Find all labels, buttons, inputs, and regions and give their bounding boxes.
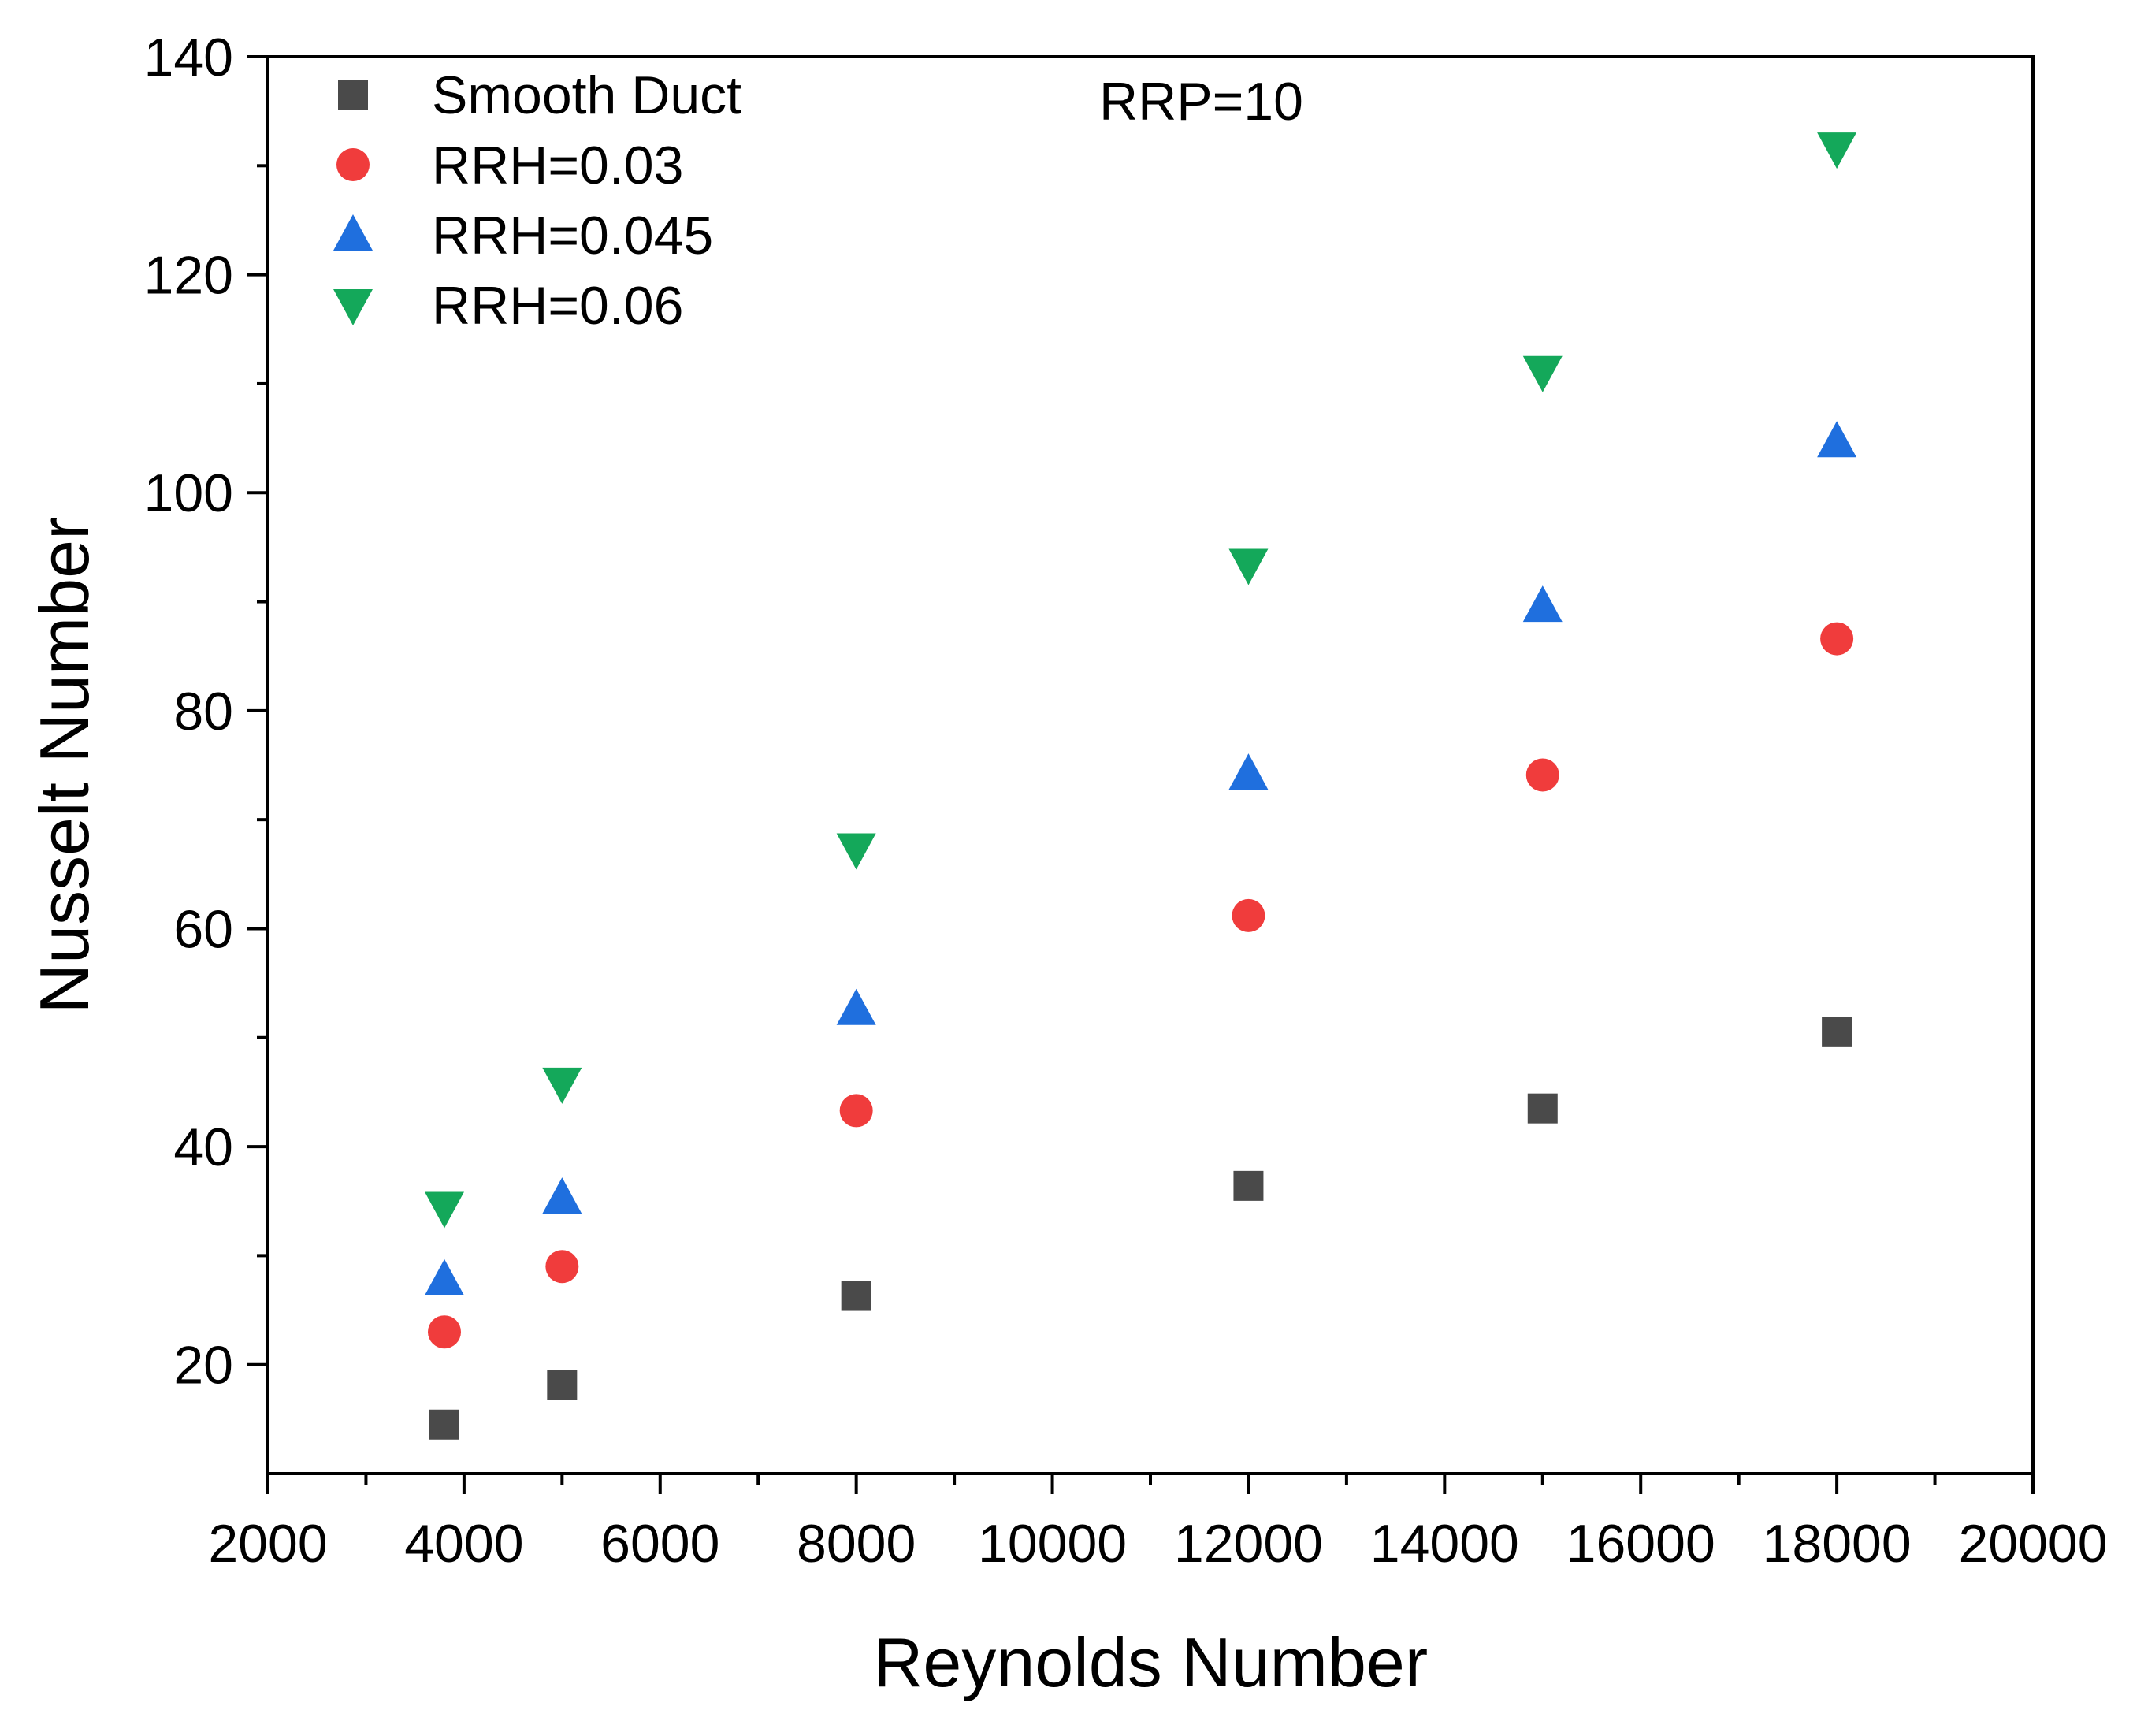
legend-marker xyxy=(333,289,373,325)
data-point xyxy=(547,1370,578,1400)
data-point xyxy=(1817,132,1857,169)
ticks: 2000 4000 6000 8000 10000 12000 14000 16000 1800… xyxy=(144,28,2108,1574)
x-tick-label: 6000 xyxy=(600,1514,719,1574)
legend-label: Smooth Duct xyxy=(432,65,741,125)
legend-marker xyxy=(338,80,368,110)
legend-label: RRH=0.045 xyxy=(432,206,713,266)
data-point xyxy=(836,988,876,1025)
data-point xyxy=(425,1191,464,1229)
data-point xyxy=(1820,622,1854,656)
x-tick-label: 16000 xyxy=(1566,1514,1715,1574)
legend: Smooth Duct RRH=0.03 RRH=0.045 RRH=0.06 xyxy=(333,65,741,336)
x-tick-label: 20000 xyxy=(1958,1514,2107,1574)
legend-marker xyxy=(333,214,373,251)
data-point xyxy=(1522,355,1563,392)
legend-item: RRH=0.045 xyxy=(333,206,713,266)
y-tick-label: 20 xyxy=(173,1336,233,1396)
x-tick-label: 18000 xyxy=(1763,1514,1912,1574)
y-tick-label: 80 xyxy=(173,682,233,742)
rrp-annotation: RRP=10 xyxy=(1099,72,1303,132)
x-tick-label: 14000 xyxy=(1370,1514,1519,1574)
series-2 xyxy=(428,622,1854,1349)
legend-item: RRH=0.03 xyxy=(336,136,683,195)
legend-item: Smooth Duct xyxy=(338,65,741,125)
y-tick-label: 120 xyxy=(144,246,233,306)
x-tick-label: 4000 xyxy=(404,1514,523,1574)
data-point xyxy=(1232,898,1265,932)
data-point xyxy=(542,1067,582,1104)
data-point xyxy=(836,833,876,870)
data-points xyxy=(425,132,1857,1440)
data-point xyxy=(428,1315,461,1349)
x-tick-label: 12000 xyxy=(1174,1514,1323,1574)
data-point xyxy=(1228,753,1269,790)
data-point xyxy=(429,1409,459,1440)
data-point xyxy=(1817,421,1857,458)
y-tick-label: 140 xyxy=(144,28,233,87)
y-tick-label: 100 xyxy=(144,463,233,523)
data-point xyxy=(1233,1170,1264,1201)
data-point xyxy=(1228,548,1269,585)
y-tick-label: 60 xyxy=(173,899,233,959)
data-point xyxy=(1522,585,1563,623)
legend-label: RRH=0.06 xyxy=(432,276,683,336)
series-1 xyxy=(429,1017,1852,1440)
data-point xyxy=(545,1250,579,1284)
data-point xyxy=(425,1258,464,1295)
series-4 xyxy=(425,132,1857,1229)
x-axis-title: Reynolds Number xyxy=(873,1623,1428,1701)
data-point xyxy=(1527,1093,1558,1124)
y-tick-label: 40 xyxy=(173,1117,233,1177)
x-tick-label: 10000 xyxy=(978,1514,1127,1574)
x-tick-label: 2000 xyxy=(208,1514,327,1574)
data-point xyxy=(1525,758,1559,792)
data-point xyxy=(839,1094,873,1128)
legend-marker xyxy=(336,148,370,181)
legend-item: RRH=0.06 xyxy=(333,276,683,336)
legend-label: RRH=0.03 xyxy=(432,136,683,195)
data-point xyxy=(841,1281,871,1311)
series-3 xyxy=(425,421,1857,1295)
data-point xyxy=(1822,1017,1852,1047)
x-tick-label: 8000 xyxy=(797,1514,916,1574)
data-point xyxy=(542,1177,582,1214)
y-axis-title: Nusselt Number xyxy=(25,517,103,1014)
